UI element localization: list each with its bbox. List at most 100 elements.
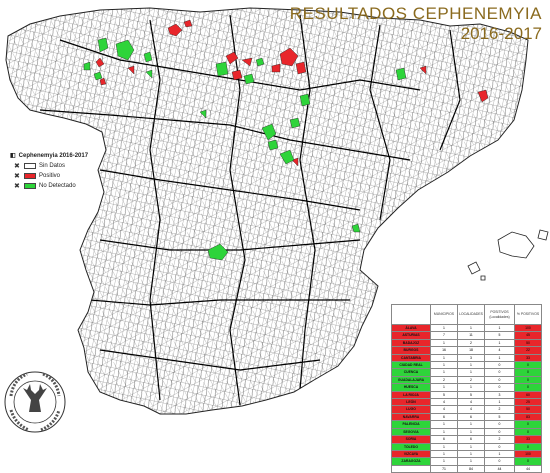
table-row: CANTABRIA 1 3 1 33 (391, 353, 542, 363)
table-cell: 6 (430, 435, 458, 444)
column-header: POSITIVOS (Localidades) (484, 304, 515, 325)
province-cell: TOLEDO (391, 442, 431, 451)
legend-label: Sin Datos (39, 163, 66, 169)
table-cell: 4 (430, 398, 458, 407)
table-row: CIUDAD REAL 1 1 0 0 (391, 361, 542, 370)
table-cell: 100 (514, 449, 542, 459)
table-cell: 0 (484, 383, 515, 392)
province-cell: HUESCA (391, 383, 431, 392)
column-header (391, 304, 431, 325)
table-cell: 1 (430, 368, 458, 377)
table-cell: 0 (484, 361, 515, 370)
column-header: % POSITIVOS (514, 304, 542, 325)
table-cell: 22 (514, 346, 542, 355)
table-cell: 0 (514, 383, 542, 392)
table-cell: 1 (430, 323, 458, 333)
table-cell: 0 (514, 457, 542, 466)
table-cell: 1 (484, 353, 515, 363)
province-cell: BURGOS (391, 346, 431, 355)
legend-label: No Detectado (39, 183, 76, 189)
table-row: PALENCIA 1 1 0 0 (391, 420, 542, 429)
table-cell: 0 (514, 368, 542, 377)
table-cell: 1 (430, 427, 458, 437)
map-title: RESULTADOS CEPHENEMYIA (289, 4, 542, 23)
table-cell: 1 (457, 383, 485, 392)
table-cell: 2 (457, 338, 485, 348)
table-row: HUESCA 1 1 0 0 (391, 383, 542, 392)
table-cell: 0 (484, 457, 515, 466)
table-cell: 4 (430, 405, 458, 414)
table-cell: 2 (484, 405, 515, 414)
province-cell: CIUDAD REAL (391, 361, 431, 370)
province-cell: CANTABRIA (391, 353, 431, 363)
table-row: GUADALAJARA 2 2 0 0 (391, 375, 542, 385)
province-cell: LUGO (391, 405, 431, 414)
cross-icon: ✖ (14, 163, 20, 170)
table-row: BADAJOZ 1 2 1 50 (391, 338, 542, 348)
table-cell: 5 (484, 331, 515, 340)
table-cell: 1 (457, 449, 485, 459)
table-cell: 4 (484, 346, 515, 355)
table-cell: 5 (430, 390, 458, 400)
totals-row: 71 84 44 44 (391, 464, 542, 473)
table-cell: 6 (457, 435, 485, 444)
province-cell: SORIA (391, 435, 431, 444)
table-cell: 100 (514, 323, 542, 333)
table-cell: 3 (457, 353, 485, 363)
table-row: ÁLAVA 1 1 1 100 (391, 323, 542, 333)
table-cell: 1 (484, 323, 515, 333)
table-cell: 4 (457, 398, 485, 407)
total-cell (391, 464, 431, 473)
table-cell: 0 (484, 427, 515, 437)
province-cell: BADAJOZ (391, 338, 431, 348)
table-cell: 0 (484, 368, 515, 377)
total-cell: 71 (430, 464, 458, 473)
legend-item-positivo: ✖ Positivo (14, 172, 88, 180)
table-header-row: MUNICIPIOS LOCALIDADES POSITIVOS (Locali… (391, 304, 542, 325)
table-row: SEGOVIA 1 1 0 0 (391, 427, 542, 437)
province-cell: ÁLAVA (391, 323, 431, 333)
table-cell: 4 (457, 405, 485, 414)
table-cell: 6 (457, 412, 485, 422)
table-cell: 1 (430, 338, 458, 348)
table-cell: 2 (430, 375, 458, 385)
table-cell: 1 (457, 361, 485, 370)
table-cell: 0 (484, 375, 515, 385)
province-cell: PALENCIA (391, 420, 431, 429)
table-cell: 1 (430, 361, 458, 370)
table-cell: 45 (514, 331, 542, 340)
table-row: ASTURIAS 7 11 5 45 (391, 331, 542, 340)
province-cell: SEGOVIA (391, 427, 431, 437)
table-cell: 5 (484, 412, 515, 422)
total-cell: 84 (457, 464, 485, 473)
table-cell: 2 (484, 435, 515, 444)
legend-swatch (24, 163, 36, 169)
table-cell: 1 (457, 368, 485, 377)
cross-icon: ✖ (14, 173, 20, 180)
table-cell: 33 (514, 435, 542, 444)
table-cell: 1 (430, 420, 458, 429)
table-cell: 6 (430, 412, 458, 422)
table-cell: 1 (457, 457, 485, 466)
province-cell: ASTURIAS (391, 331, 431, 340)
association-seal-logo (4, 371, 66, 433)
table-row: TOLEDO 1 1 0 0 (391, 442, 542, 451)
table-cell: 1 (484, 338, 515, 348)
table-cell: 1 (430, 442, 458, 451)
table-cell: 1 (430, 353, 458, 363)
table-row: VIZCAYA 1 1 1 100 (391, 449, 542, 459)
legend-swatch (24, 173, 36, 179)
province-cell: VIZCAYA (391, 449, 431, 459)
table-row: ZARAGOZA 1 1 0 0 (391, 457, 542, 466)
table-row: BURGOS 16 18 4 22 (391, 346, 542, 355)
total-cell: 44 (484, 464, 515, 473)
table-cell: 1 (430, 457, 458, 466)
cross-icon: ✖ (14, 183, 20, 190)
layer-icon: ◧ (10, 153, 16, 159)
table-cell: 7 (430, 331, 458, 340)
table-row: SORIA 6 6 2 33 (391, 435, 542, 444)
map-subtitle: 2016-2017 (460, 24, 542, 43)
table-cell: 16 (430, 346, 458, 355)
table-cell: 3 (484, 390, 515, 400)
spain-map (5, 7, 549, 415)
